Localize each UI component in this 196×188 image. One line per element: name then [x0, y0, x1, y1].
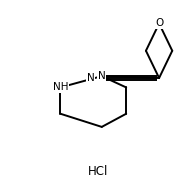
Text: O: O: [155, 18, 163, 29]
Text: HCl: HCl: [88, 164, 108, 178]
Text: N: N: [98, 71, 106, 81]
Text: NH: NH: [53, 82, 68, 92]
Text: N: N: [87, 73, 94, 83]
